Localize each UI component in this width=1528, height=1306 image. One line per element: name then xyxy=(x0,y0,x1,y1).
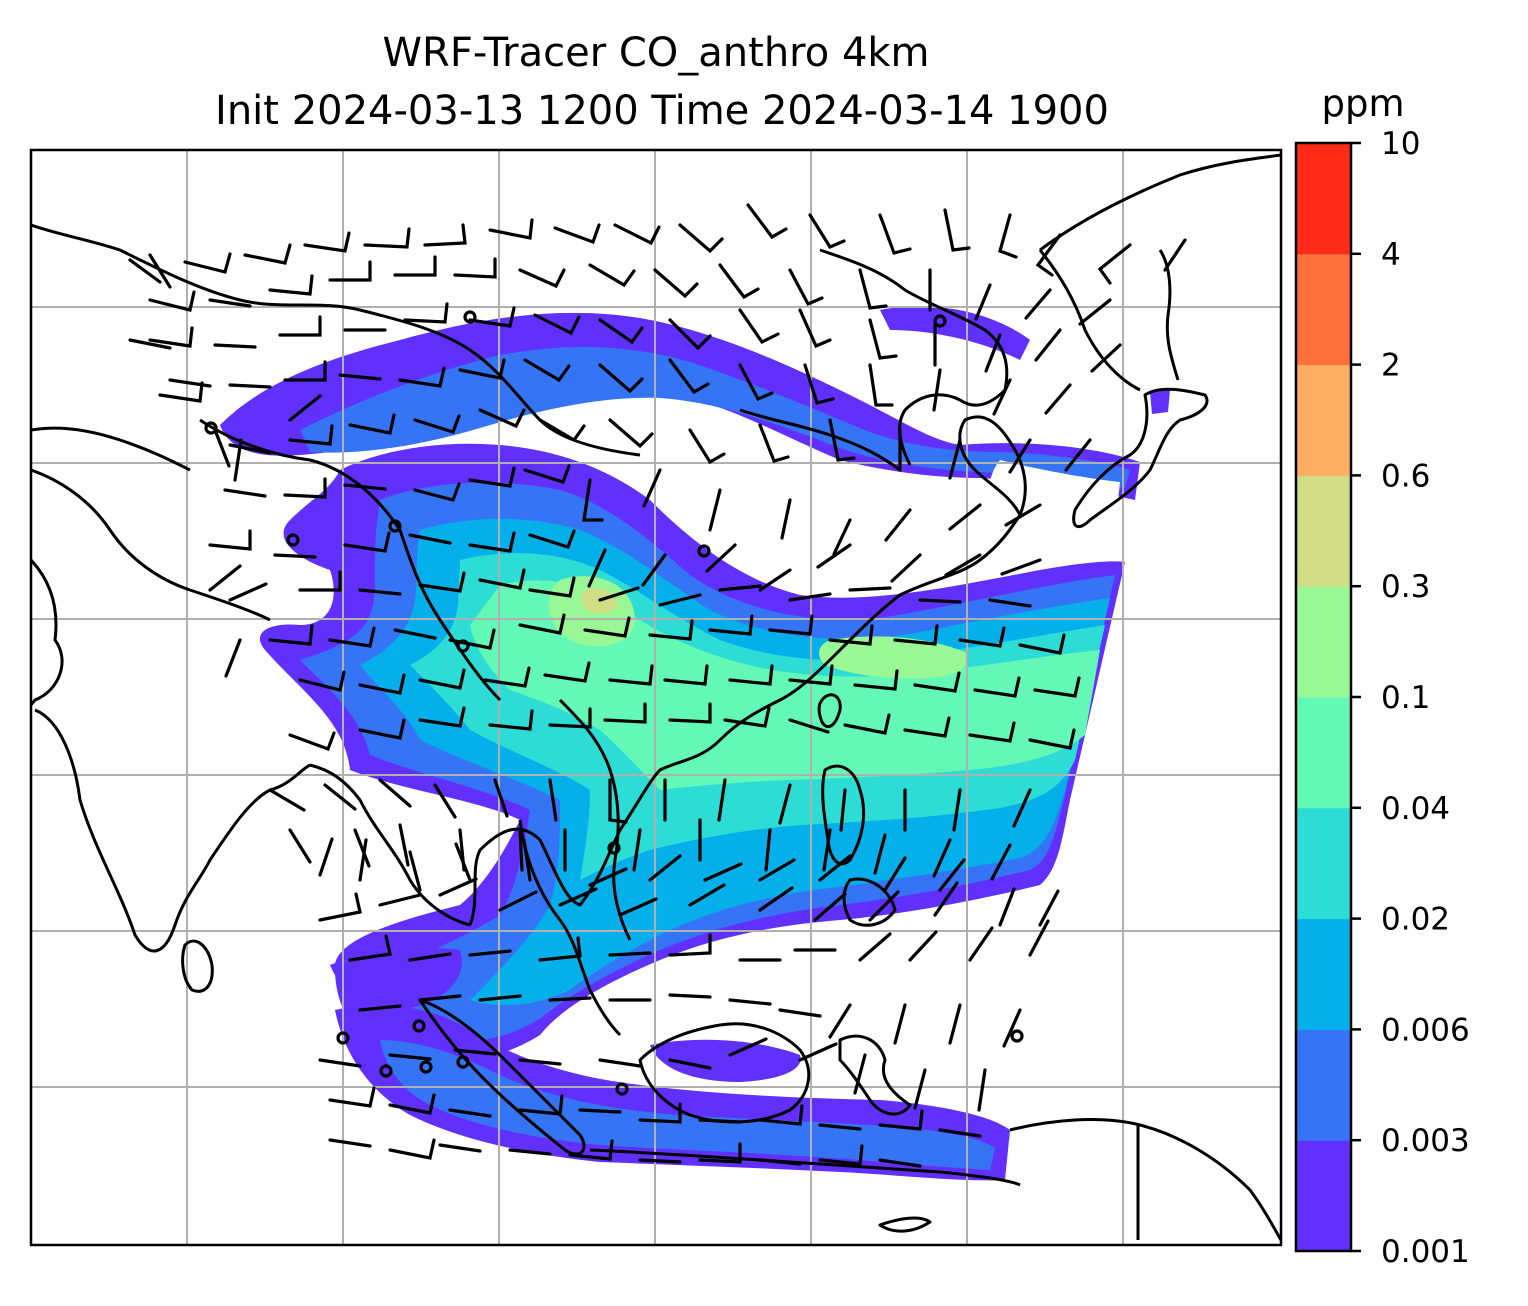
wind-barb xyxy=(288,702,1076,752)
wind-barb xyxy=(318,837,966,892)
wind-barb xyxy=(318,1037,987,1112)
coast-srilanka xyxy=(181,939,214,993)
wind-barb xyxy=(298,661,1081,698)
coast-new-guinea xyxy=(1009,1118,1281,1241)
colorbar-segment xyxy=(1296,253,1351,366)
colorbar-segment xyxy=(1296,918,1351,1030)
wind-barb xyxy=(228,568,1032,608)
wind-barb xyxy=(128,255,1112,326)
co-field-clear-gap xyxy=(690,451,960,579)
coast-timor xyxy=(878,1216,932,1233)
station-markers xyxy=(204,310,1024,1096)
wind-barb xyxy=(228,408,1092,480)
wind-barb xyxy=(288,818,1012,881)
station-marker xyxy=(419,1060,433,1074)
colorbar-segment xyxy=(1296,1140,1351,1252)
station-marker xyxy=(1010,1029,1024,1043)
station-marker xyxy=(204,421,218,435)
colorbar-segment xyxy=(1296,1029,1351,1141)
colorbar-ticks: 0.001 0.003 0.006 0.02 0.04 0.1 0.3 0.6 2 4 10 xyxy=(1351,126,1470,1270)
coast-borneo xyxy=(638,1022,811,1124)
map-title-line-1: WRF-Tracer CO_anthro 4km xyxy=(382,30,929,76)
colorbar-segment xyxy=(1296,143,1351,255)
coast-indochina xyxy=(468,514,1022,926)
colorbar-tick-label: 0.003 xyxy=(1381,1123,1470,1159)
colorbar-tick-label: 2 xyxy=(1381,348,1401,384)
wind-barb xyxy=(358,993,1022,1048)
station-marker xyxy=(463,310,477,324)
co-field-ne-arc xyxy=(880,306,1030,360)
station-marker xyxy=(933,314,947,328)
map-title-line-2: Init 2024-03-13 1200 Time 2024-03-14 190… xyxy=(215,88,1109,134)
colorbar-tick-label: 0.001 xyxy=(1381,1234,1470,1270)
co-tracer-field xyxy=(220,306,1170,1181)
colorbar: 0.001 0.003 0.006 0.02 0.04 0.1 0.3 0.6 2 4 10 ppm xyxy=(1294,82,1470,1270)
colorbar-tick-label: 0.1 xyxy=(1381,680,1430,716)
wind-barbs xyxy=(128,203,1187,1168)
wind-barb xyxy=(223,464,1042,556)
co-field-borneo-patch xyxy=(650,1039,801,1082)
border-inland-5 xyxy=(558,698,632,941)
coast-java xyxy=(589,1148,1021,1187)
co-field-japan-sea xyxy=(1150,390,1170,414)
map-panel xyxy=(31,150,1281,1245)
station-marker xyxy=(379,1064,393,1078)
colorbar-segment xyxy=(1296,586,1351,698)
wind-barb xyxy=(183,203,1187,285)
colorbar-tick-label: 0.6 xyxy=(1381,458,1430,494)
coast-taiwan xyxy=(817,693,842,729)
border-inland-3 xyxy=(31,468,271,622)
co-field-sw-arm xyxy=(330,948,462,1011)
colorbar-tick-label: 0.006 xyxy=(1381,1012,1470,1048)
coast-korea xyxy=(958,415,1027,516)
border-inland-4 xyxy=(31,223,191,472)
coast-japan xyxy=(1072,387,1209,528)
colorbar-tick-label: 10 xyxy=(1381,126,1420,162)
station-marker xyxy=(412,1019,426,1033)
border-inland-6 xyxy=(739,408,901,472)
coast-philippines-luzon xyxy=(821,764,866,866)
station-marker xyxy=(286,533,300,547)
colorbar-unit-label: ppm xyxy=(1321,82,1404,125)
colorbar-segment xyxy=(1296,364,1351,476)
wind-barb xyxy=(158,358,1072,416)
station-marker xyxy=(607,841,621,855)
wind-barb xyxy=(328,1138,922,1168)
colorbar-segment xyxy=(1296,475,1351,587)
station-marker xyxy=(615,1082,629,1096)
station-marker xyxy=(456,1055,470,1069)
colorbar-tick-label: 0.02 xyxy=(1381,902,1450,938)
colorbar-tick-label: 0.3 xyxy=(1381,569,1430,605)
coast-russia-east xyxy=(1038,153,1281,392)
station-marker xyxy=(336,1031,350,1045)
coast-india xyxy=(31,558,311,953)
colorbar-segments xyxy=(1296,143,1351,1252)
wind-barb xyxy=(208,529,1042,592)
coast-north-china xyxy=(819,248,1009,466)
co-field-central-l6 xyxy=(818,636,969,679)
co-field-south-band-l2 xyxy=(380,1040,995,1170)
colorbar-segment xyxy=(1296,697,1351,809)
wind-barb xyxy=(268,613,1066,655)
colorbar-tick-label: 4 xyxy=(1381,237,1401,273)
coast-malay-peninsula xyxy=(518,819,622,1037)
wind-barb xyxy=(348,919,1050,962)
wind-barb xyxy=(268,778,1032,832)
station-marker xyxy=(388,519,402,533)
wind-barb xyxy=(328,1086,982,1138)
map-frame xyxy=(29,148,1283,1247)
wind-barb xyxy=(318,877,1060,927)
station-marker xyxy=(456,639,470,653)
station-marker xyxy=(697,544,711,558)
coast-philippines-south xyxy=(842,877,897,927)
coast-bay-bengal-east xyxy=(309,763,471,927)
colorbar-segment xyxy=(1296,807,1351,920)
colorbar-tick-label: 0.04 xyxy=(1381,791,1450,827)
wind-barb xyxy=(148,302,1122,373)
coast-sumatra xyxy=(418,998,586,1156)
wind-barb xyxy=(128,253,322,678)
